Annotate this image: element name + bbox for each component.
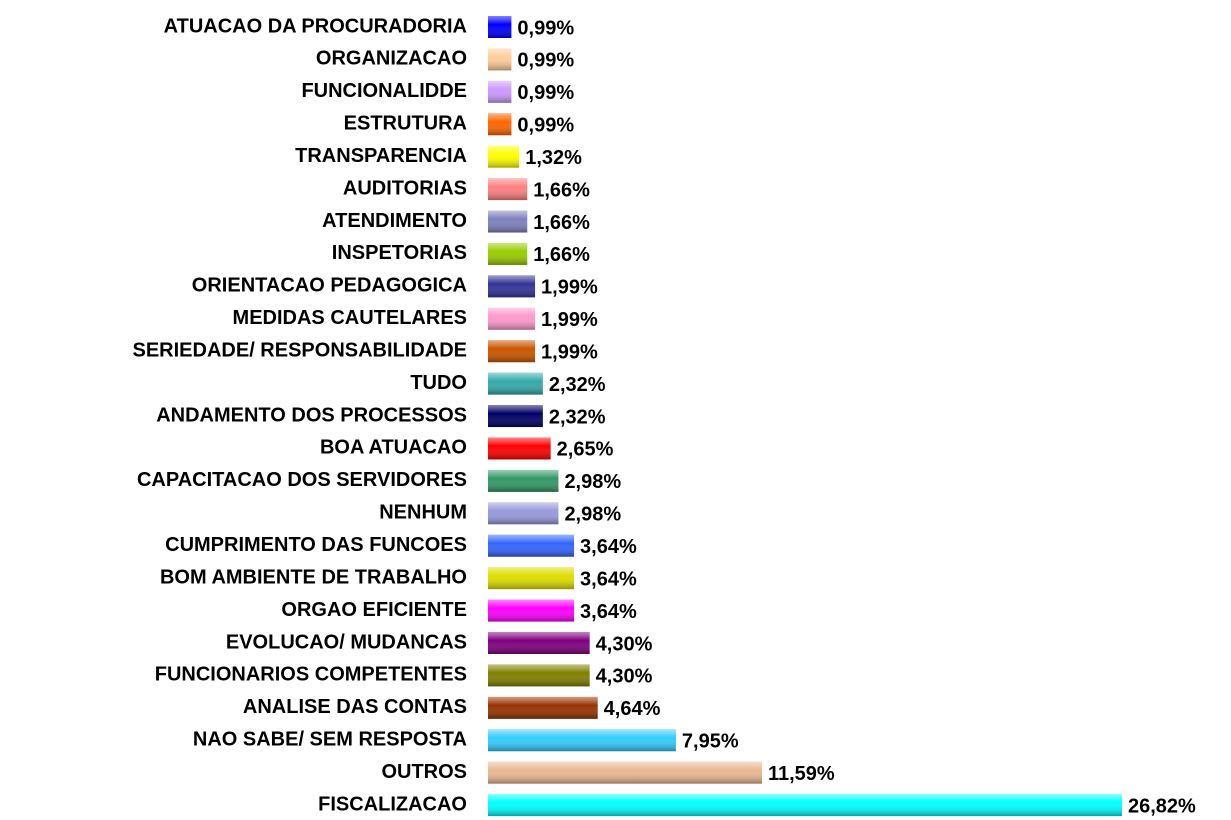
bar-shade — [488, 664, 590, 687]
bar-shade — [488, 210, 528, 233]
category-label: FISCALIZACAO — [318, 793, 467, 815]
value-label: 2,65% — [557, 439, 614, 461]
category-label: ORGAO EFICIENTE — [281, 599, 467, 621]
category-label: MEDIDAS CAUTELARES — [233, 307, 467, 329]
bar-shade — [488, 16, 512, 38]
value-label: 1,99% — [541, 309, 598, 331]
value-label: 26,82% — [1128, 795, 1196, 817]
value-label: 2,32% — [549, 406, 606, 428]
value-label: 1,66% — [533, 212, 590, 234]
category-label: AUDITORIAS — [343, 177, 467, 199]
category-label: TUDO — [410, 372, 467, 394]
value-label: 1,99% — [541, 341, 598, 363]
bar-shade — [488, 145, 520, 168]
bar-shade — [488, 48, 512, 71]
bar-shade — [488, 761, 762, 784]
value-label: 0,99% — [517, 115, 574, 137]
bar-shade — [488, 340, 536, 363]
value-label: 2,98% — [564, 504, 621, 526]
value-label: 4,64% — [604, 698, 661, 720]
value-label: 3,64% — [580, 536, 637, 558]
bar-shade — [488, 631, 590, 654]
bar-shade — [488, 534, 575, 557]
bar-shade — [488, 307, 536, 330]
bar-shade — [488, 696, 598, 719]
value-label: 1,66% — [533, 179, 590, 201]
category-label: SERIEDADE/ RESPONSABILIDADE — [133, 339, 468, 361]
category-label: EVOLUCAO/ MUDANCAS — [226, 631, 467, 653]
bar-shade — [488, 405, 543, 428]
bar-shade — [488, 794, 1122, 817]
value-label: 2,32% — [549, 374, 606, 396]
bar-shade — [488, 372, 543, 395]
bar-shade — [488, 242, 528, 265]
category-label: CUMPRIMENTO DAS FUNCOES — [165, 534, 467, 556]
bar-shade — [488, 729, 676, 752]
value-label: 3,64% — [580, 601, 637, 623]
value-label: 4,30% — [596, 633, 653, 655]
value-label: 11,59% — [768, 763, 835, 785]
category-label: ATUACAO DA PROCURADORIA — [164, 15, 467, 37]
bar-shade — [488, 437, 551, 460]
value-label: 7,95% — [682, 731, 739, 753]
value-label: 2,98% — [564, 471, 621, 493]
category-label: ORIENTACAO PEDAGOGICA — [192, 275, 467, 297]
category-label: BOM AMBIENTE DE TRABALHO — [160, 566, 467, 588]
value-label: 4,30% — [596, 666, 653, 688]
category-label: CAPACITACAO DOS SERVIDORES — [137, 469, 467, 491]
bar-shade — [488, 178, 528, 201]
value-label: 0,99% — [517, 17, 574, 39]
category-label: ESTRUTURA — [344, 113, 467, 135]
bar-shade — [488, 80, 512, 103]
value-label: 0,99% — [517, 82, 574, 104]
category-label: NENHUM — [379, 502, 467, 524]
bar-shade — [488, 567, 575, 590]
category-label: BOA ATUACAO — [320, 437, 467, 459]
category-label: ANALISE DAS CONTAS — [243, 696, 467, 718]
category-label: NAO SABE/ SEM RESPOSTA — [193, 729, 467, 751]
bar-shade — [488, 113, 512, 136]
category-label: ANDAMENTO DOS PROCESSOS — [156, 404, 467, 426]
value-label: 0,99% — [517, 50, 574, 72]
bar-shade — [488, 469, 559, 492]
value-label: 1,99% — [541, 277, 598, 299]
category-label: ORGANIZACAO — [316, 48, 467, 70]
value-label: 1,66% — [533, 244, 590, 266]
category-label: ATENDIMENTO — [322, 210, 467, 232]
value-label: 3,64% — [580, 568, 637, 590]
category-label: FUNCIONALIDDE — [301, 80, 467, 102]
category-label: TRANSPARENCIA — [295, 145, 467, 167]
category-label: INSPETORIAS — [332, 242, 467, 264]
value-label: 1,32% — [525, 147, 582, 169]
bar-shade — [488, 599, 575, 622]
category-label: OUTROS — [381, 761, 467, 783]
bar-shade — [488, 275, 536, 298]
category-label: FUNCIONARIOS COMPETENTES — [155, 664, 467, 686]
bar-shade — [488, 502, 559, 525]
